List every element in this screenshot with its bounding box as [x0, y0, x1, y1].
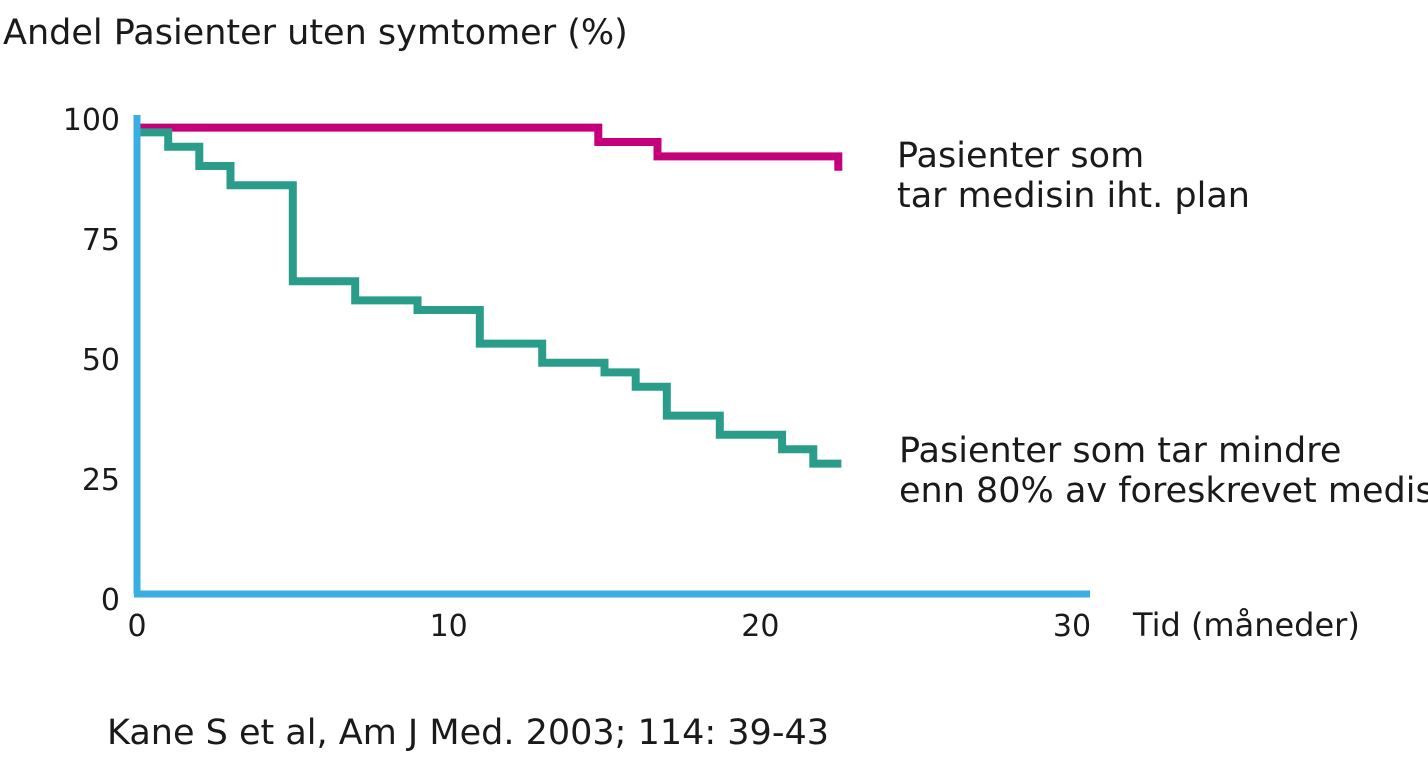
x-tick-label-30: 30 — [1053, 609, 1091, 644]
y-tick-label-75: 75 — [82, 223, 120, 258]
series-label-adherent-line-2: tar medisin iht. plan — [897, 176, 1250, 216]
x-tick-label-20: 20 — [741, 609, 779, 644]
citation: Kane S et al, Am J Med. 2003; 114: 39-43 — [107, 713, 829, 753]
y-axis-label: Andel Pasienter uten symtomer (%) — [3, 13, 628, 53]
y-tick-label-50: 50 — [82, 343, 120, 378]
series-label-nonadherent-line-2: enn 80% av foreskrevet medisin — [899, 471, 1428, 511]
series-label-adherent-line-1: Pasienter som — [897, 136, 1144, 176]
x-tick-label-0: 0 — [127, 609, 146, 644]
y-tick-label-25: 25 — [82, 463, 120, 498]
y-tick-label-0: 0 — [101, 583, 120, 618]
x-axis-label: Tid (måneder) — [1132, 606, 1360, 644]
series-label-nonadherent: Pasienter som tar mindre enn 80% av fore… — [899, 431, 1428, 511]
y-tick-label-100: 100 — [63, 103, 120, 138]
x-tick-label-10: 10 — [430, 609, 468, 644]
series-label-nonadherent-line-1: Pasienter som tar mindre — [899, 431, 1341, 471]
series-line-adherent — [137, 123, 843, 171]
series-line-nonadherent — [137, 128, 842, 468]
series-label-adherent: Pasienter som tar medisin iht. plan — [897, 136, 1250, 216]
